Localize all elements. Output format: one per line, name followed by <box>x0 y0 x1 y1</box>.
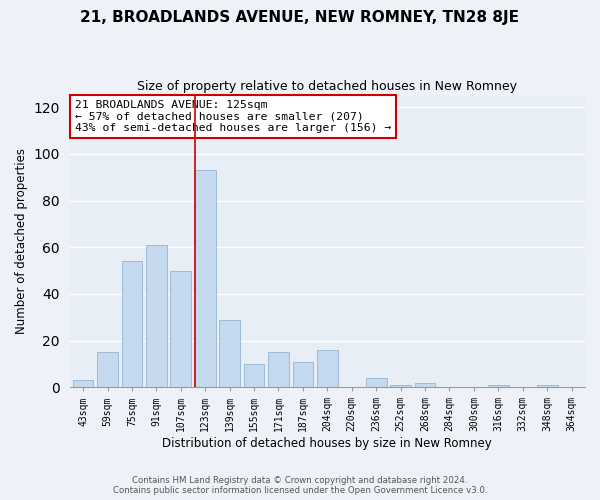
Bar <box>488 385 509 387</box>
Text: 21 BROADLANDS AVENUE: 125sqm
← 57% of detached houses are smaller (207)
43% of s: 21 BROADLANDS AVENUE: 125sqm ← 57% of de… <box>75 100 391 133</box>
Bar <box>415 382 436 387</box>
Bar <box>195 170 215 387</box>
X-axis label: Distribution of detached houses by size in New Romney: Distribution of detached houses by size … <box>163 437 492 450</box>
Title: Size of property relative to detached houses in New Romney: Size of property relative to detached ho… <box>137 80 517 93</box>
Bar <box>317 350 338 387</box>
Bar <box>97 352 118 387</box>
Bar <box>146 245 167 387</box>
Bar <box>293 362 313 387</box>
Bar <box>170 270 191 387</box>
Y-axis label: Number of detached properties: Number of detached properties <box>15 148 28 334</box>
Bar <box>219 320 240 387</box>
Bar <box>268 352 289 387</box>
Text: Contains HM Land Registry data © Crown copyright and database right 2024.
Contai: Contains HM Land Registry data © Crown c… <box>113 476 487 495</box>
Bar <box>537 385 557 387</box>
Text: 21, BROADLANDS AVENUE, NEW ROMNEY, TN28 8JE: 21, BROADLANDS AVENUE, NEW ROMNEY, TN28 … <box>80 10 520 25</box>
Bar <box>366 378 386 387</box>
Bar <box>73 380 94 387</box>
Bar <box>244 364 265 387</box>
Bar <box>390 385 411 387</box>
Bar <box>122 261 142 387</box>
